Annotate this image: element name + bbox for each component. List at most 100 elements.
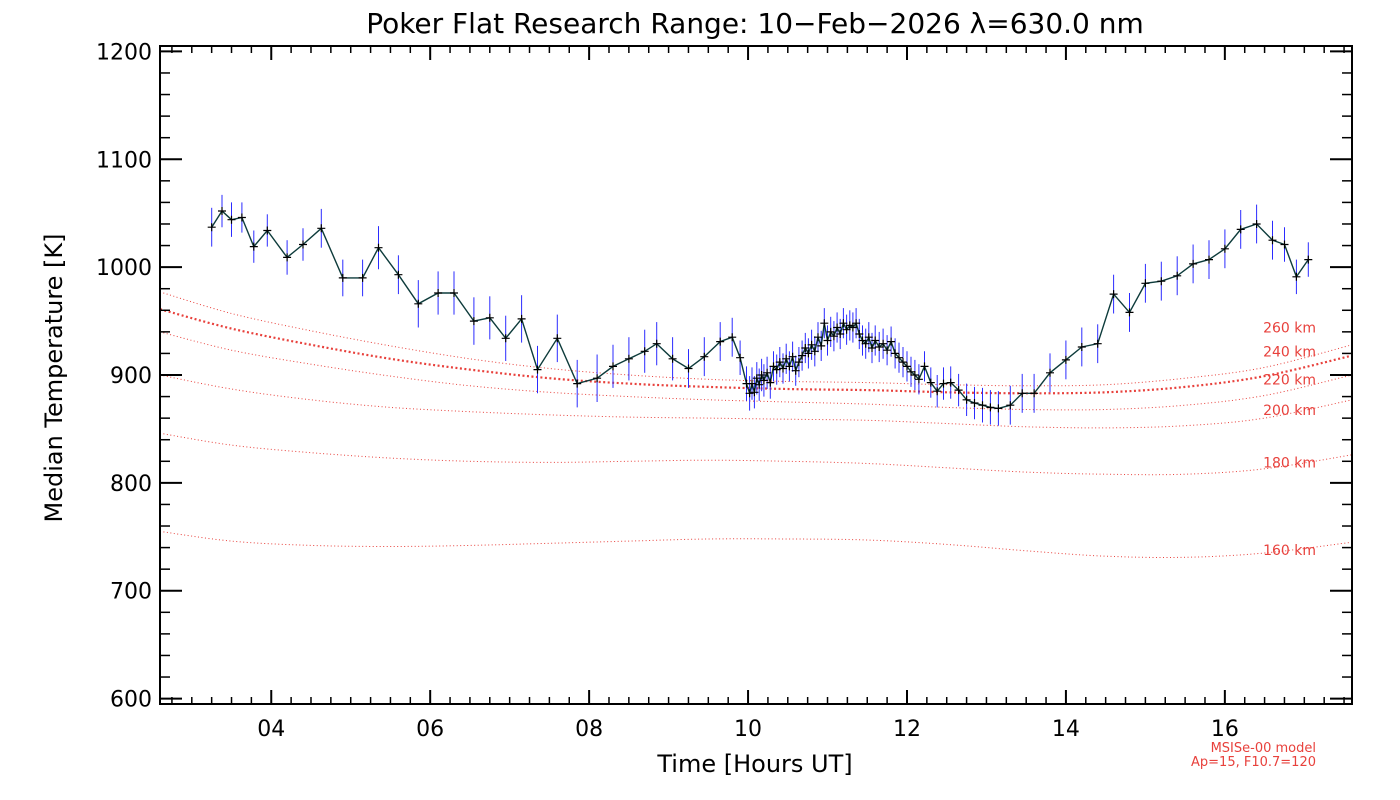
data-point [763, 368, 772, 377]
data-point [836, 330, 845, 338]
data-point [791, 366, 800, 375]
data-point [772, 365, 781, 374]
data-point [914, 375, 923, 384]
data-point [553, 334, 562, 343]
model-note-line-1: MSISe-00 model [1211, 741, 1316, 756]
data-point [887, 337, 896, 346]
data-point [801, 344, 810, 352]
data-point [1046, 368, 1054, 377]
data-point [775, 358, 784, 367]
data-point [903, 362, 911, 371]
data-point [1280, 240, 1289, 249]
data-point [848, 323, 857, 332]
data-point [752, 374, 761, 383]
data-point [218, 207, 226, 215]
data-point [891, 349, 900, 358]
data-point [807, 340, 816, 349]
data-point [970, 399, 979, 407]
model-curve-160-km [159, 530, 1353, 558]
data-point [1157, 277, 1166, 286]
data-point [338, 273, 347, 282]
data-point [227, 215, 236, 224]
data-point [1252, 220, 1261, 228]
data-point [810, 347, 819, 356]
model-label-200-km: 200 km [1263, 403, 1316, 419]
x-axis-label: Time [Hours UT] [656, 750, 852, 778]
data-point [1189, 259, 1198, 268]
data-point [871, 336, 880, 345]
data-point [852, 319, 861, 328]
data-point [736, 353, 745, 362]
data-point [1093, 339, 1102, 348]
data-point [684, 364, 693, 373]
data-point [1220, 244, 1229, 253]
x-tick-label: 14 [1052, 717, 1080, 742]
y-tick-label: 1000 [96, 256, 152, 281]
data-point [640, 347, 649, 356]
data-point [794, 358, 803, 367]
data-point [517, 314, 526, 323]
data-point [728, 333, 737, 342]
data-series [207, 194, 1313, 426]
data-point [501, 334, 510, 343]
data-point [1236, 225, 1245, 234]
data-point [1304, 255, 1313, 264]
data-point [624, 354, 633, 363]
y-axis: 600 700 800 900 1000 1100 1200 [96, 40, 1352, 713]
data-point [593, 374, 602, 383]
data-point [875, 343, 884, 351]
data-point [861, 339, 870, 348]
data-point [899, 358, 907, 367]
data-point [434, 289, 443, 297]
y-tick-label: 600 [110, 688, 152, 713]
data-point [450, 289, 458, 297]
x-tick-label: 06 [416, 717, 444, 742]
data-point [358, 273, 367, 282]
data-point [939, 379, 948, 388]
data-point [954, 386, 963, 395]
data-point [1292, 272, 1301, 281]
data-point [946, 378, 955, 387]
data-point [469, 317, 478, 326]
data-point [895, 353, 903, 362]
data-point [263, 226, 272, 235]
y-axis-label: Median Temperature [K] [40, 233, 68, 522]
data-point [1061, 355, 1070, 364]
data-point [910, 371, 919, 379]
chart-title: Poker Flat Research Range: 10−Feb−2026 λ… [366, 7, 1144, 40]
data-point [249, 242, 258, 251]
data-point [833, 323, 842, 332]
x-axis: 04 06 08 10 12 14 16 [171, 46, 1345, 742]
y-tick-label: 700 [110, 580, 152, 605]
data-point [788, 352, 797, 361]
data-point [237, 213, 246, 222]
model-label-160-km: 160 km [1263, 543, 1316, 559]
data-point [920, 362, 929, 371]
x-tick-label: 16 [1211, 717, 1239, 742]
data-point [394, 270, 403, 279]
data-point [826, 327, 835, 336]
data-line [211, 209, 1309, 410]
data-point [978, 401, 987, 410]
model-note-line-2: Ap=15, F10.7=120 [1191, 755, 1316, 770]
data-point [283, 253, 292, 262]
data-point [414, 299, 423, 308]
data-point [750, 388, 759, 397]
data-point [1030, 389, 1039, 398]
data-point [926, 378, 935, 387]
data-point [485, 313, 494, 322]
data-point [1141, 279, 1150, 288]
model-curve-220-km [159, 331, 1353, 411]
data-point [700, 352, 709, 361]
data-point [986, 403, 995, 412]
data-point [716, 337, 725, 346]
x-tick-label: 04 [257, 717, 285, 742]
data-point [755, 380, 764, 389]
data-point [668, 354, 677, 363]
data-point [1205, 255, 1213, 264]
data-point [374, 243, 383, 252]
data-point [879, 339, 888, 348]
model-label-240-km: 240 km [1263, 344, 1316, 360]
data-point [820, 319, 829, 328]
model-curves: 160 km 180 km 200 km 220 km 240 km 260 km [159, 291, 1353, 559]
